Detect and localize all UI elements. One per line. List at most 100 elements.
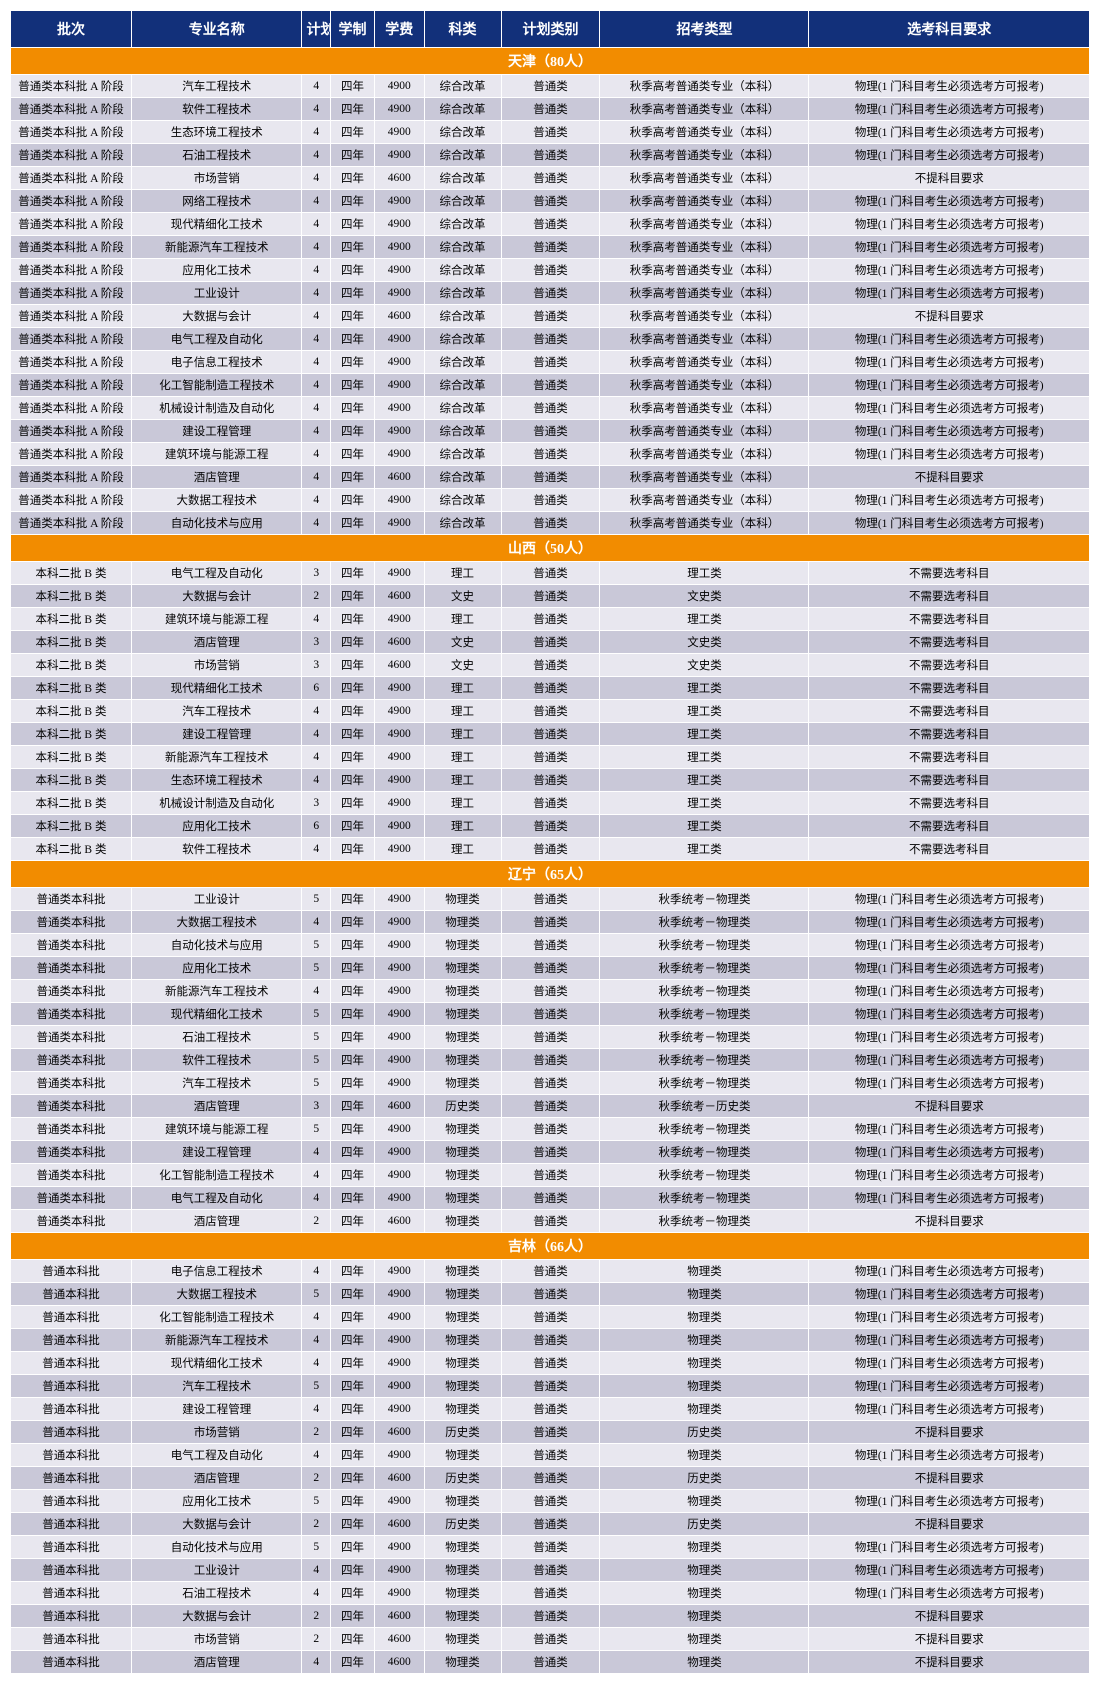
table-cell: 2 <box>302 1628 331 1651</box>
table-cell: 普通类 <box>501 1628 600 1651</box>
table-cell: 5 <box>302 1375 331 1398</box>
table-cell: 4900 <box>375 1026 424 1049</box>
table-cell: 本科二批 B 类 <box>11 677 132 700</box>
table-row: 普通类本科批 A 阶段网络工程技术4四年4900综合改革普通类秋季高考普通类专业… <box>11 190 1090 213</box>
table-cell: 普通类 <box>501 328 600 351</box>
table-cell: 物理类 <box>600 1582 809 1605</box>
table-cell: 普通类 <box>501 1306 600 1329</box>
table-cell: 4900 <box>375 1260 424 1283</box>
table-cell: 秋季统考－物理类 <box>600 957 809 980</box>
table-cell: 化工智能制造工程技术 <box>131 1306 301 1329</box>
table-cell: 本科二批 B 类 <box>11 700 132 723</box>
table-cell: 普通类 <box>501 1187 600 1210</box>
table-cell: 普通类 <box>501 1421 600 1444</box>
table-cell: 机械设计制造及自动化 <box>131 792 301 815</box>
table-cell: 4 <box>302 1306 331 1329</box>
table-cell: 普通类 <box>501 1536 600 1559</box>
table-cell: 普通类 <box>501 213 600 236</box>
table-cell: 普通类本科批 A 阶段 <box>11 443 132 466</box>
header-cell: 批次 <box>11 11 132 48</box>
table-cell: 四年 <box>331 75 375 98</box>
table-cell: 6 <box>302 815 331 838</box>
table-cell: 大数据与会计 <box>131 305 301 328</box>
table-row: 本科二批 B 类建设工程管理4四年4900理工普通类理工类不需要选考科目 <box>11 723 1090 746</box>
table-cell: 普通类 <box>501 1651 600 1674</box>
table-cell: 理工 <box>424 677 501 700</box>
table-cell: 4 <box>302 1582 331 1605</box>
table-cell: 物理(1 门科目考生必须选考方可报考) <box>809 1164 1090 1187</box>
table-cell: 理工类 <box>600 838 809 861</box>
table-cell: 酒店管理 <box>131 631 301 654</box>
table-cell: 普通类 <box>501 1375 600 1398</box>
table-cell: 4900 <box>375 443 424 466</box>
table-cell: 四年 <box>331 838 375 861</box>
table-cell: 秋季高考普通类专业（本科） <box>600 213 809 236</box>
table-cell: 4900 <box>375 1536 424 1559</box>
table-cell: 物理(1 门科目考生必须选考方可报考) <box>809 328 1090 351</box>
table-cell: 4 <box>302 980 331 1003</box>
table-cell: 生态环境工程技术 <box>131 769 301 792</box>
table-cell: 物理类 <box>424 1651 501 1674</box>
header-cell: 科类 <box>424 11 501 48</box>
table-cell: 普通类本科批 <box>11 1187 132 1210</box>
table-cell: 物理(1 门科目考生必须选考方可报考) <box>809 420 1090 443</box>
table-cell: 综合改革 <box>424 351 501 374</box>
table-cell: 现代精细化工技术 <box>131 1003 301 1026</box>
table-cell: 普通类 <box>501 1164 600 1187</box>
table-cell: 软件工程技术 <box>131 1049 301 1072</box>
table-cell: 5 <box>302 1118 331 1141</box>
table-cell: 理工类 <box>600 815 809 838</box>
table-cell: 4900 <box>375 769 424 792</box>
table-cell: 4 <box>302 167 331 190</box>
table-cell: 4900 <box>375 888 424 911</box>
table-cell: 普通类本科批 <box>11 1072 132 1095</box>
table-cell: 物理类 <box>424 1118 501 1141</box>
table-cell: 3 <box>302 562 331 585</box>
table-cell: 物理类 <box>424 888 501 911</box>
table-cell: 电气工程及自动化 <box>131 1444 301 1467</box>
table-cell: 普通类 <box>501 167 600 190</box>
table-cell: 综合改革 <box>424 98 501 121</box>
table-cell: 普通类 <box>501 934 600 957</box>
table-cell: 市场营销 <box>131 167 301 190</box>
table-cell: 文史 <box>424 654 501 677</box>
table-cell: 普通类 <box>501 654 600 677</box>
table-cell: 4 <box>302 1329 331 1352</box>
table-cell: 普通类 <box>501 98 600 121</box>
table-cell: 不提科目要求 <box>809 167 1090 190</box>
table-cell: 综合改革 <box>424 466 501 489</box>
table-cell: 4900 <box>375 1072 424 1095</box>
table-cell: 普通类本科批 <box>11 1026 132 1049</box>
table-cell: 综合改革 <box>424 328 501 351</box>
table-cell: 4 <box>302 746 331 769</box>
table-cell: 4 <box>302 769 331 792</box>
table-cell: 石油工程技术 <box>131 1026 301 1049</box>
table-row: 普通类本科批石油工程技术5四年4900物理类普通类秋季统考－物理类物理(1 门科… <box>11 1026 1090 1049</box>
table-cell: 5 <box>302 1490 331 1513</box>
table-cell: 四年 <box>331 1164 375 1187</box>
table-cell: 普通类 <box>501 957 600 980</box>
table-cell: 物理类 <box>424 1072 501 1095</box>
table-cell: 生态环境工程技术 <box>131 121 301 144</box>
table-cell: 文史类 <box>600 631 809 654</box>
table-cell: 应用化工技术 <box>131 1490 301 1513</box>
table-cell: 4600 <box>375 1651 424 1674</box>
table-cell: 现代精细化工技术 <box>131 213 301 236</box>
table-cell: 建设工程管理 <box>131 420 301 443</box>
table-cell: 物理(1 门科目考生必须选考方可报考) <box>809 75 1090 98</box>
table-cell: 秋季高考普通类专业（本科） <box>600 259 809 282</box>
table-cell: 物理(1 门科目考生必须选考方可报考) <box>809 397 1090 420</box>
table-cell: 秋季统考－物理类 <box>600 1072 809 1095</box>
table-cell: 网络工程技术 <box>131 190 301 213</box>
header-cell: 专业名称 <box>131 11 301 48</box>
table-cell: 秋季统考－物理类 <box>600 1026 809 1049</box>
table-cell: 四年 <box>331 746 375 769</box>
table-cell: 秋季统考－物理类 <box>600 1187 809 1210</box>
table-row: 普通本科批大数据与会计2四年4600物理类普通类物理类不提科目要求 <box>11 1605 1090 1628</box>
table-cell: 普通类 <box>501 792 600 815</box>
table-row: 普通类本科批 A 阶段机械设计制造及自动化4四年4900综合改革普通类秋季高考普… <box>11 397 1090 420</box>
table-row: 普通类本科批 A 阶段酒店管理4四年4600综合改革普通类秋季高考普通类专业（本… <box>11 466 1090 489</box>
table-cell: 4 <box>302 98 331 121</box>
table-cell: 4 <box>302 1164 331 1187</box>
table-row: 普通类本科批电气工程及自动化4四年4900物理类普通类秋季统考－物理类物理(1 … <box>11 1187 1090 1210</box>
